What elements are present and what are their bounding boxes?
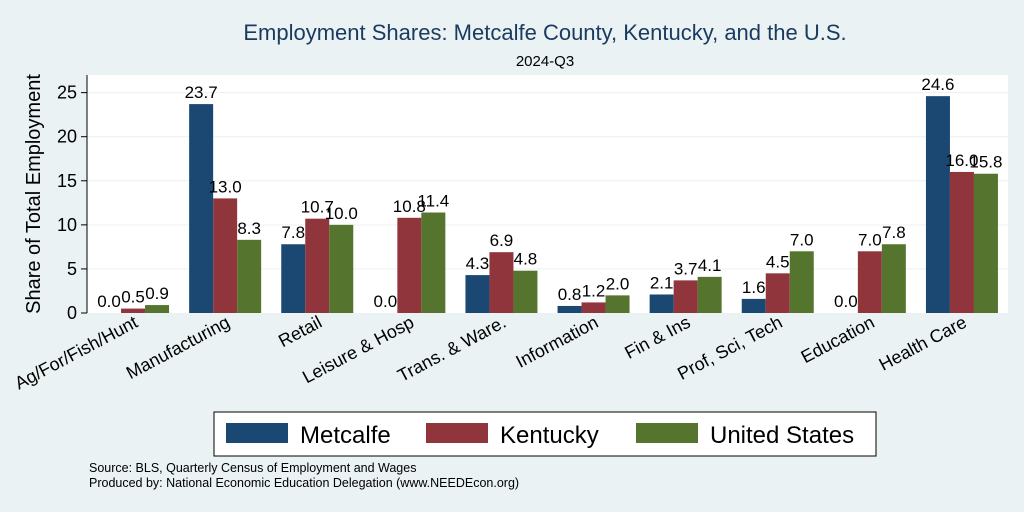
data-label: 3.7	[674, 259, 698, 278]
data-label: 7.8	[281, 223, 305, 242]
data-label: 4.8	[514, 250, 538, 269]
bar	[237, 239, 262, 313]
data-label: 7.0	[790, 230, 814, 249]
bar	[189, 104, 214, 313]
data-label: 0.0	[374, 292, 398, 311]
category-label: Prof, Sci, Tech	[674, 312, 786, 384]
data-label: 2.1	[650, 273, 674, 292]
data-label: 8.3	[237, 219, 261, 238]
data-label: 4.1	[698, 256, 722, 275]
y-axis-label: Share of Total Employment	[23, 74, 45, 314]
legend-swatch	[636, 423, 698, 443]
bar	[397, 217, 422, 313]
data-label: 0.5	[121, 288, 145, 307]
bar	[305, 218, 330, 313]
data-label: 1.2	[582, 281, 606, 300]
bar	[857, 251, 882, 313]
bar	[513, 270, 538, 313]
data-label: 2.0	[606, 274, 630, 293]
y-tick-label: 5	[67, 259, 77, 279]
data-label: 0.0	[834, 292, 858, 311]
data-label: 10.0	[325, 204, 358, 223]
bars	[121, 96, 998, 314]
category-label: Manufacturing	[123, 312, 233, 383]
legend-label: Kentucky	[500, 422, 599, 449]
y-axis-ticks: 0 5 10 15 20 25	[57, 83, 87, 323]
data-label: 13.0	[209, 177, 242, 196]
source-line: Source: BLS, Quarterly Census of Employm…	[89, 461, 416, 475]
category-label: Retail	[275, 312, 325, 351]
bar	[697, 276, 722, 313]
legend-box	[213, 411, 877, 457]
bar	[789, 251, 814, 313]
category-label: Information	[513, 312, 602, 372]
data-label: 0.8	[558, 285, 582, 304]
data-label: 24.6	[921, 75, 954, 94]
bar	[649, 294, 674, 313]
bar	[925, 96, 950, 314]
bar	[673, 280, 698, 313]
data-label: 0.0	[97, 292, 121, 311]
legend: Metcalfe Kentucky United States	[213, 411, 877, 457]
data-label: 15.8	[969, 153, 1002, 172]
data-label: 10.7	[301, 198, 334, 217]
bar	[605, 295, 630, 313]
chart-title: Employment Shares: Metcalfe County, Kent…	[243, 20, 846, 45]
bar	[973, 173, 998, 313]
legend-label: Metcalfe	[300, 422, 391, 449]
y-tick-label: 0	[67, 303, 77, 323]
bar	[489, 252, 514, 313]
chart-subtitle: 2024-Q3	[516, 53, 574, 70]
bar	[121, 308, 146, 313]
legend-label: United States	[710, 422, 854, 449]
bar	[421, 212, 446, 313]
data-label: 11.4	[417, 192, 449, 211]
category-label: Fin & Ins	[621, 312, 693, 363]
data-label: 7.0	[858, 230, 882, 249]
bar	[741, 298, 766, 313]
bar	[465, 275, 490, 313]
data-labels: 0.0 0.5 0.923.713.08.3 7.810.710.00.010.811…	[97, 75, 1002, 311]
bar	[949, 171, 974, 313]
data-label: 23.7	[185, 83, 218, 102]
y-tick-label: 20	[57, 127, 77, 147]
category-label: Education	[798, 312, 878, 367]
y-tick-label: 25	[57, 83, 77, 103]
bar	[281, 244, 306, 313]
legend-swatch	[226, 423, 288, 443]
bar	[881, 244, 906, 313]
bar	[581, 302, 606, 313]
y-tick-label: 15	[57, 171, 77, 191]
y-tick-label: 10	[57, 215, 77, 235]
bar	[145, 305, 170, 313]
data-label: 10.8	[393, 197, 426, 216]
data-label: 4.3	[466, 254, 490, 273]
legend-swatch	[426, 423, 488, 443]
produced-by-line: Produced by: National Economic Education…	[89, 476, 519, 490]
bar	[213, 198, 238, 313]
category-label: Health Care	[876, 312, 970, 375]
data-label: 7.8	[882, 223, 906, 242]
data-label: 1.6	[742, 278, 766, 297]
data-label: 0.9	[145, 284, 169, 303]
bar	[329, 224, 354, 313]
bar	[557, 305, 582, 313]
data-label: 6.9	[490, 231, 514, 250]
data-label: 4.5	[766, 252, 790, 271]
bar	[765, 273, 790, 313]
category-label: Ag/For/Fish/Hunt	[11, 312, 141, 394]
data-label: 16.0	[945, 151, 978, 170]
